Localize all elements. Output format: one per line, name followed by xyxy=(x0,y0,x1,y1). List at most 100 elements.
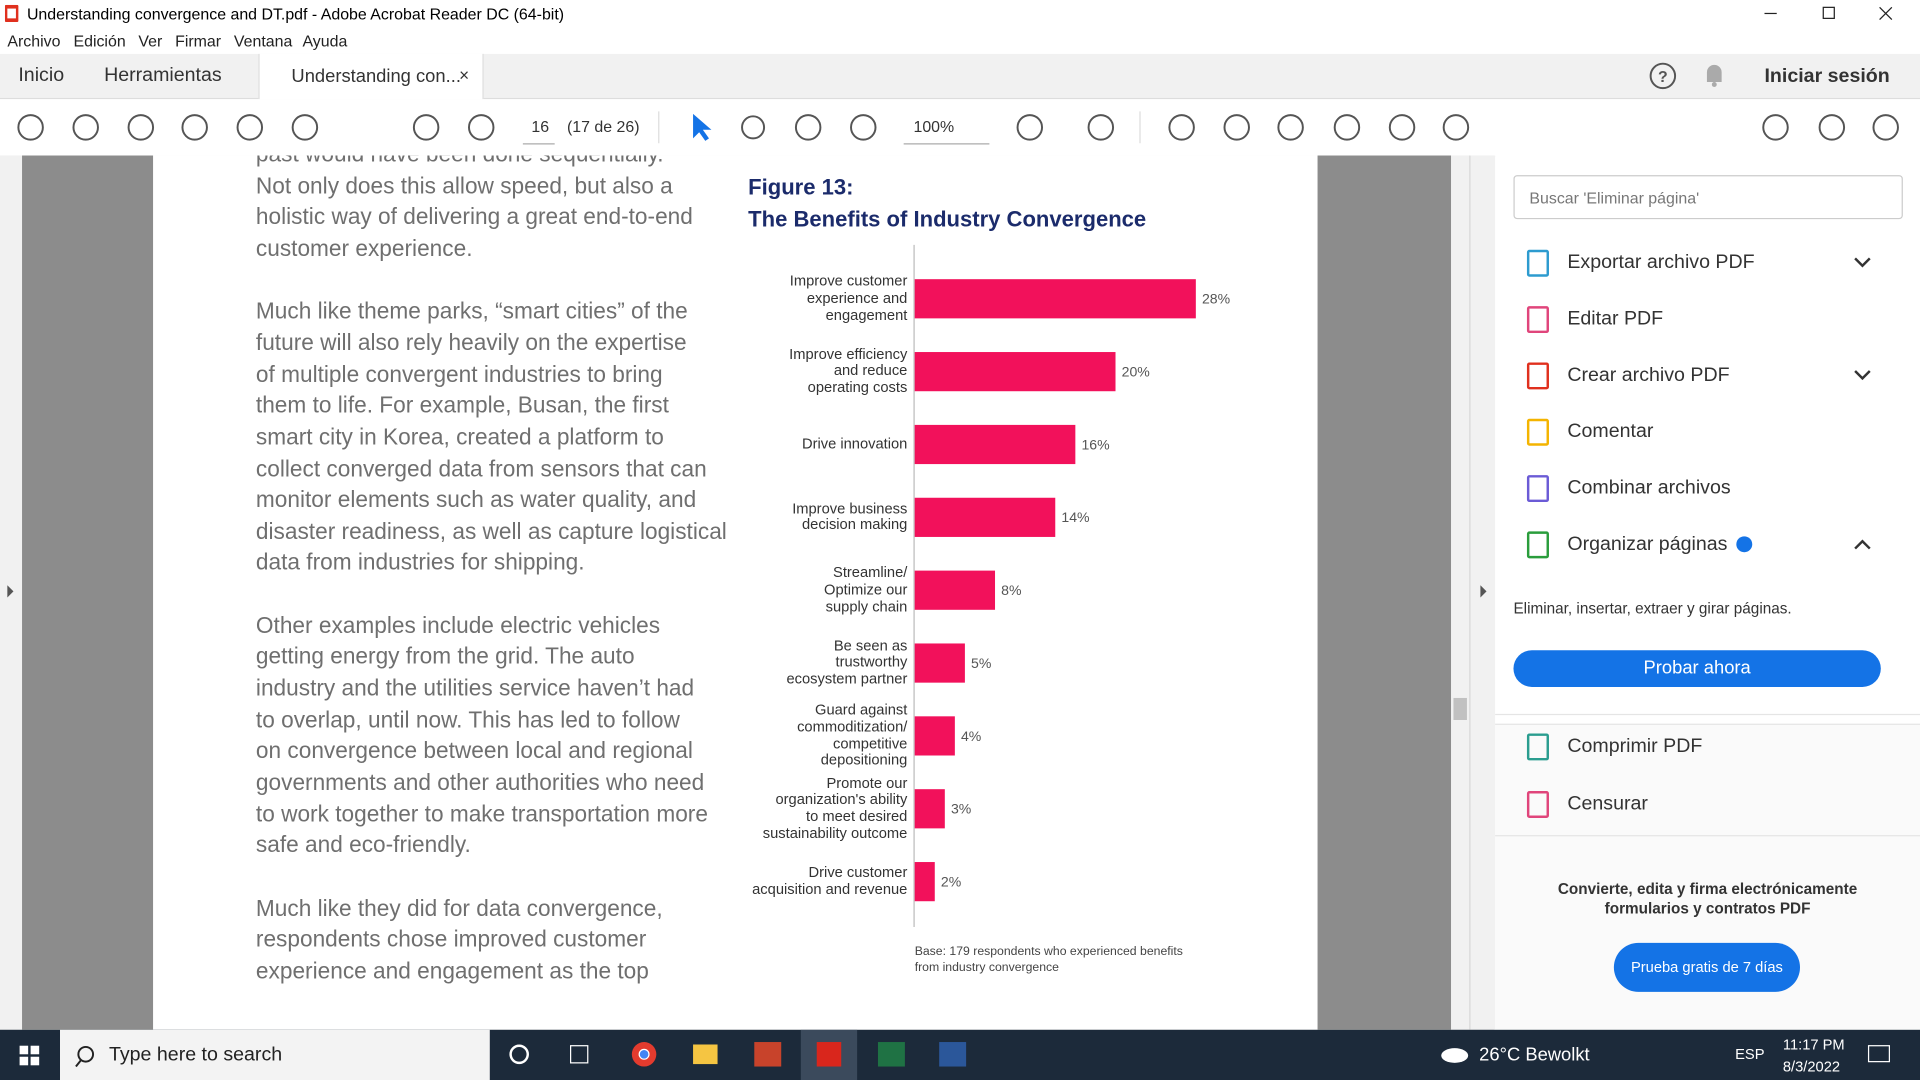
value-label: 16% xyxy=(1081,436,1110,452)
tool-item[interactable]: Combinar archivos xyxy=(1567,477,1731,499)
scrollbar[interactable] xyxy=(1451,155,1470,1030)
page-input[interactable] xyxy=(522,111,555,145)
taskbar-search[interactable] xyxy=(60,1029,490,1080)
tool-item[interactable]: Comentar xyxy=(1567,421,1654,443)
tool-item[interactable]: Organizar páginas xyxy=(1567,533,1728,555)
taskbar-search-text[interactable]: Type here to search xyxy=(108,1044,283,1066)
divider xyxy=(1495,713,1920,716)
tab-home[interactable]: Inicio xyxy=(18,64,65,86)
body-text: respondents chose improved customer xyxy=(255,926,647,952)
toolbar-button[interactable] xyxy=(850,114,877,141)
tools-panel: Buscar 'Eliminar página' Exportar archivo… xyxy=(1495,155,1920,1032)
toolbar-button[interactable] xyxy=(72,114,99,141)
bar xyxy=(914,424,1076,465)
clock-time[interactable]: 11:17 PM xyxy=(1782,1035,1845,1054)
menu-item[interactable]: Firmar xyxy=(175,31,222,51)
toolbar-button[interactable] xyxy=(1016,114,1044,141)
chevron[interactable] xyxy=(1495,156,1920,646)
chevron[interactable] xyxy=(1495,156,1920,646)
language[interactable]: ESP xyxy=(1735,1045,1765,1063)
tool-item[interactable]: Exportar archivo PDF xyxy=(1567,252,1755,274)
toolbar-button[interactable] xyxy=(468,114,495,141)
tool-item[interactable]: Crear archivo PDF xyxy=(1567,364,1730,386)
search-box[interactable] xyxy=(1513,175,1903,220)
active-tab[interactable] xyxy=(258,53,484,100)
sign-in[interactable]: Iniciar sesión xyxy=(1764,66,1890,87)
value-label: 8% xyxy=(1001,582,1022,598)
toolbar xyxy=(0,99,1920,157)
bar xyxy=(914,862,935,902)
toolbar-button[interactable] xyxy=(1223,114,1250,141)
tab-tools[interactable]: Herramientas xyxy=(104,64,222,86)
chart-title: Figure 13: xyxy=(748,175,854,200)
body-text: Much like theme parks, “smart cities” of… xyxy=(255,297,688,324)
menu-item[interactable]: Ventana xyxy=(233,31,293,51)
body-text: data from industries for shipping. xyxy=(255,549,585,575)
hand-tool[interactable] xyxy=(741,115,766,140)
tool-item[interactable]: Comprimir PDF xyxy=(1567,735,1703,757)
new-badge xyxy=(1736,536,1753,553)
taskbar: Type here to search 26°C Bewolkt ESP 11:17 … xyxy=(0,1029,1920,1080)
search-placeholder[interactable]: Buscar 'Eliminar página' xyxy=(1529,188,1700,207)
toolbar-button[interactable] xyxy=(1872,114,1899,141)
select-tool[interactable] xyxy=(693,113,712,141)
value-label: 20% xyxy=(1122,364,1151,380)
bar xyxy=(914,497,1056,537)
toolbar-button[interactable] xyxy=(127,114,155,141)
toolbar-button[interactable] xyxy=(1277,114,1304,141)
body-text: getting energy from the grid. The auto xyxy=(255,643,635,670)
toolbar-button[interactable] xyxy=(794,114,822,141)
tool-item[interactable]: Censurar xyxy=(1567,793,1648,815)
menu-item[interactable]: Ver xyxy=(138,31,163,51)
menu-item[interactable]: Ayuda xyxy=(302,31,348,51)
bar xyxy=(914,352,1116,392)
toolbar-button[interactable] xyxy=(17,114,44,141)
window-controls[interactable] xyxy=(1751,0,1920,27)
chart-subtitle: The Benefits of Industry Convergence xyxy=(748,206,1147,232)
body-text: Much like they did for data convergence, xyxy=(255,894,663,921)
toolbar-button[interactable] xyxy=(1818,114,1846,141)
app-icon xyxy=(4,4,19,23)
body-text: past would have been done sequentially. xyxy=(256,156,664,166)
toolbar-button[interactable] xyxy=(412,114,440,141)
toolbar-button[interactable] xyxy=(1168,114,1195,141)
toolbar-button[interactable] xyxy=(1087,114,1115,141)
zoom-level[interactable]: 100% xyxy=(913,117,955,136)
toolbar-button[interactable] xyxy=(291,114,319,141)
category-label: Be seen as trustworthy ecosystem partner xyxy=(786,636,908,688)
body-text: industry and the utilities service haven… xyxy=(255,674,695,701)
category-label: Guard against commoditization/ competiti… xyxy=(797,700,908,769)
menu-item[interactable]: Archivo xyxy=(7,31,61,51)
tab-document[interactable]: Understanding con... xyxy=(291,66,461,87)
bar xyxy=(914,279,1196,319)
weather[interactable]: 26°C Bewolkt xyxy=(1479,1044,1590,1066)
header-icons[interactable]: ? xyxy=(1647,61,1733,90)
try-button[interactable]: Probar ahora xyxy=(1513,650,1881,687)
toolbar-button[interactable] xyxy=(1442,114,1470,141)
tool-icon xyxy=(1526,362,1549,390)
body-text: monitor elements such as water quality, … xyxy=(255,486,697,513)
body-text: holistic way of delivering a great end-t… xyxy=(255,203,693,230)
toolbar-icons xyxy=(17,111,1899,144)
tab-close[interactable]: × xyxy=(459,64,470,85)
toolbar-button[interactable] xyxy=(181,114,208,141)
chevron[interactable] xyxy=(1495,156,1920,646)
tool-icon xyxy=(1526,418,1549,446)
toolbar-button[interactable] xyxy=(1762,114,1789,141)
toolbar-button[interactable] xyxy=(1333,114,1361,141)
left-rail xyxy=(0,155,23,1030)
zoom-select[interactable] xyxy=(903,111,990,145)
toolbar-button[interactable] xyxy=(1388,114,1416,141)
toolbar-button[interactable] xyxy=(236,114,264,141)
page-number[interactable]: 16 xyxy=(531,117,550,136)
menu-item[interactable]: Edición xyxy=(73,31,126,51)
body-text: disaster readiness, as well as capture l… xyxy=(255,517,727,544)
clock-date[interactable]: 8/3/2022 xyxy=(1782,1057,1841,1076)
chart-note: Base: 179 respondents who experienced be… xyxy=(914,945,1183,975)
promo-button[interactable]: Prueba gratis de 7 días xyxy=(1613,942,1800,992)
tool-item[interactable]: Editar PDF xyxy=(1567,308,1664,330)
chevron-path xyxy=(1854,539,1871,550)
body-text: to overlap, until now. This has led to f… xyxy=(255,706,680,732)
panel-toggle[interactable] xyxy=(1469,155,1496,1030)
